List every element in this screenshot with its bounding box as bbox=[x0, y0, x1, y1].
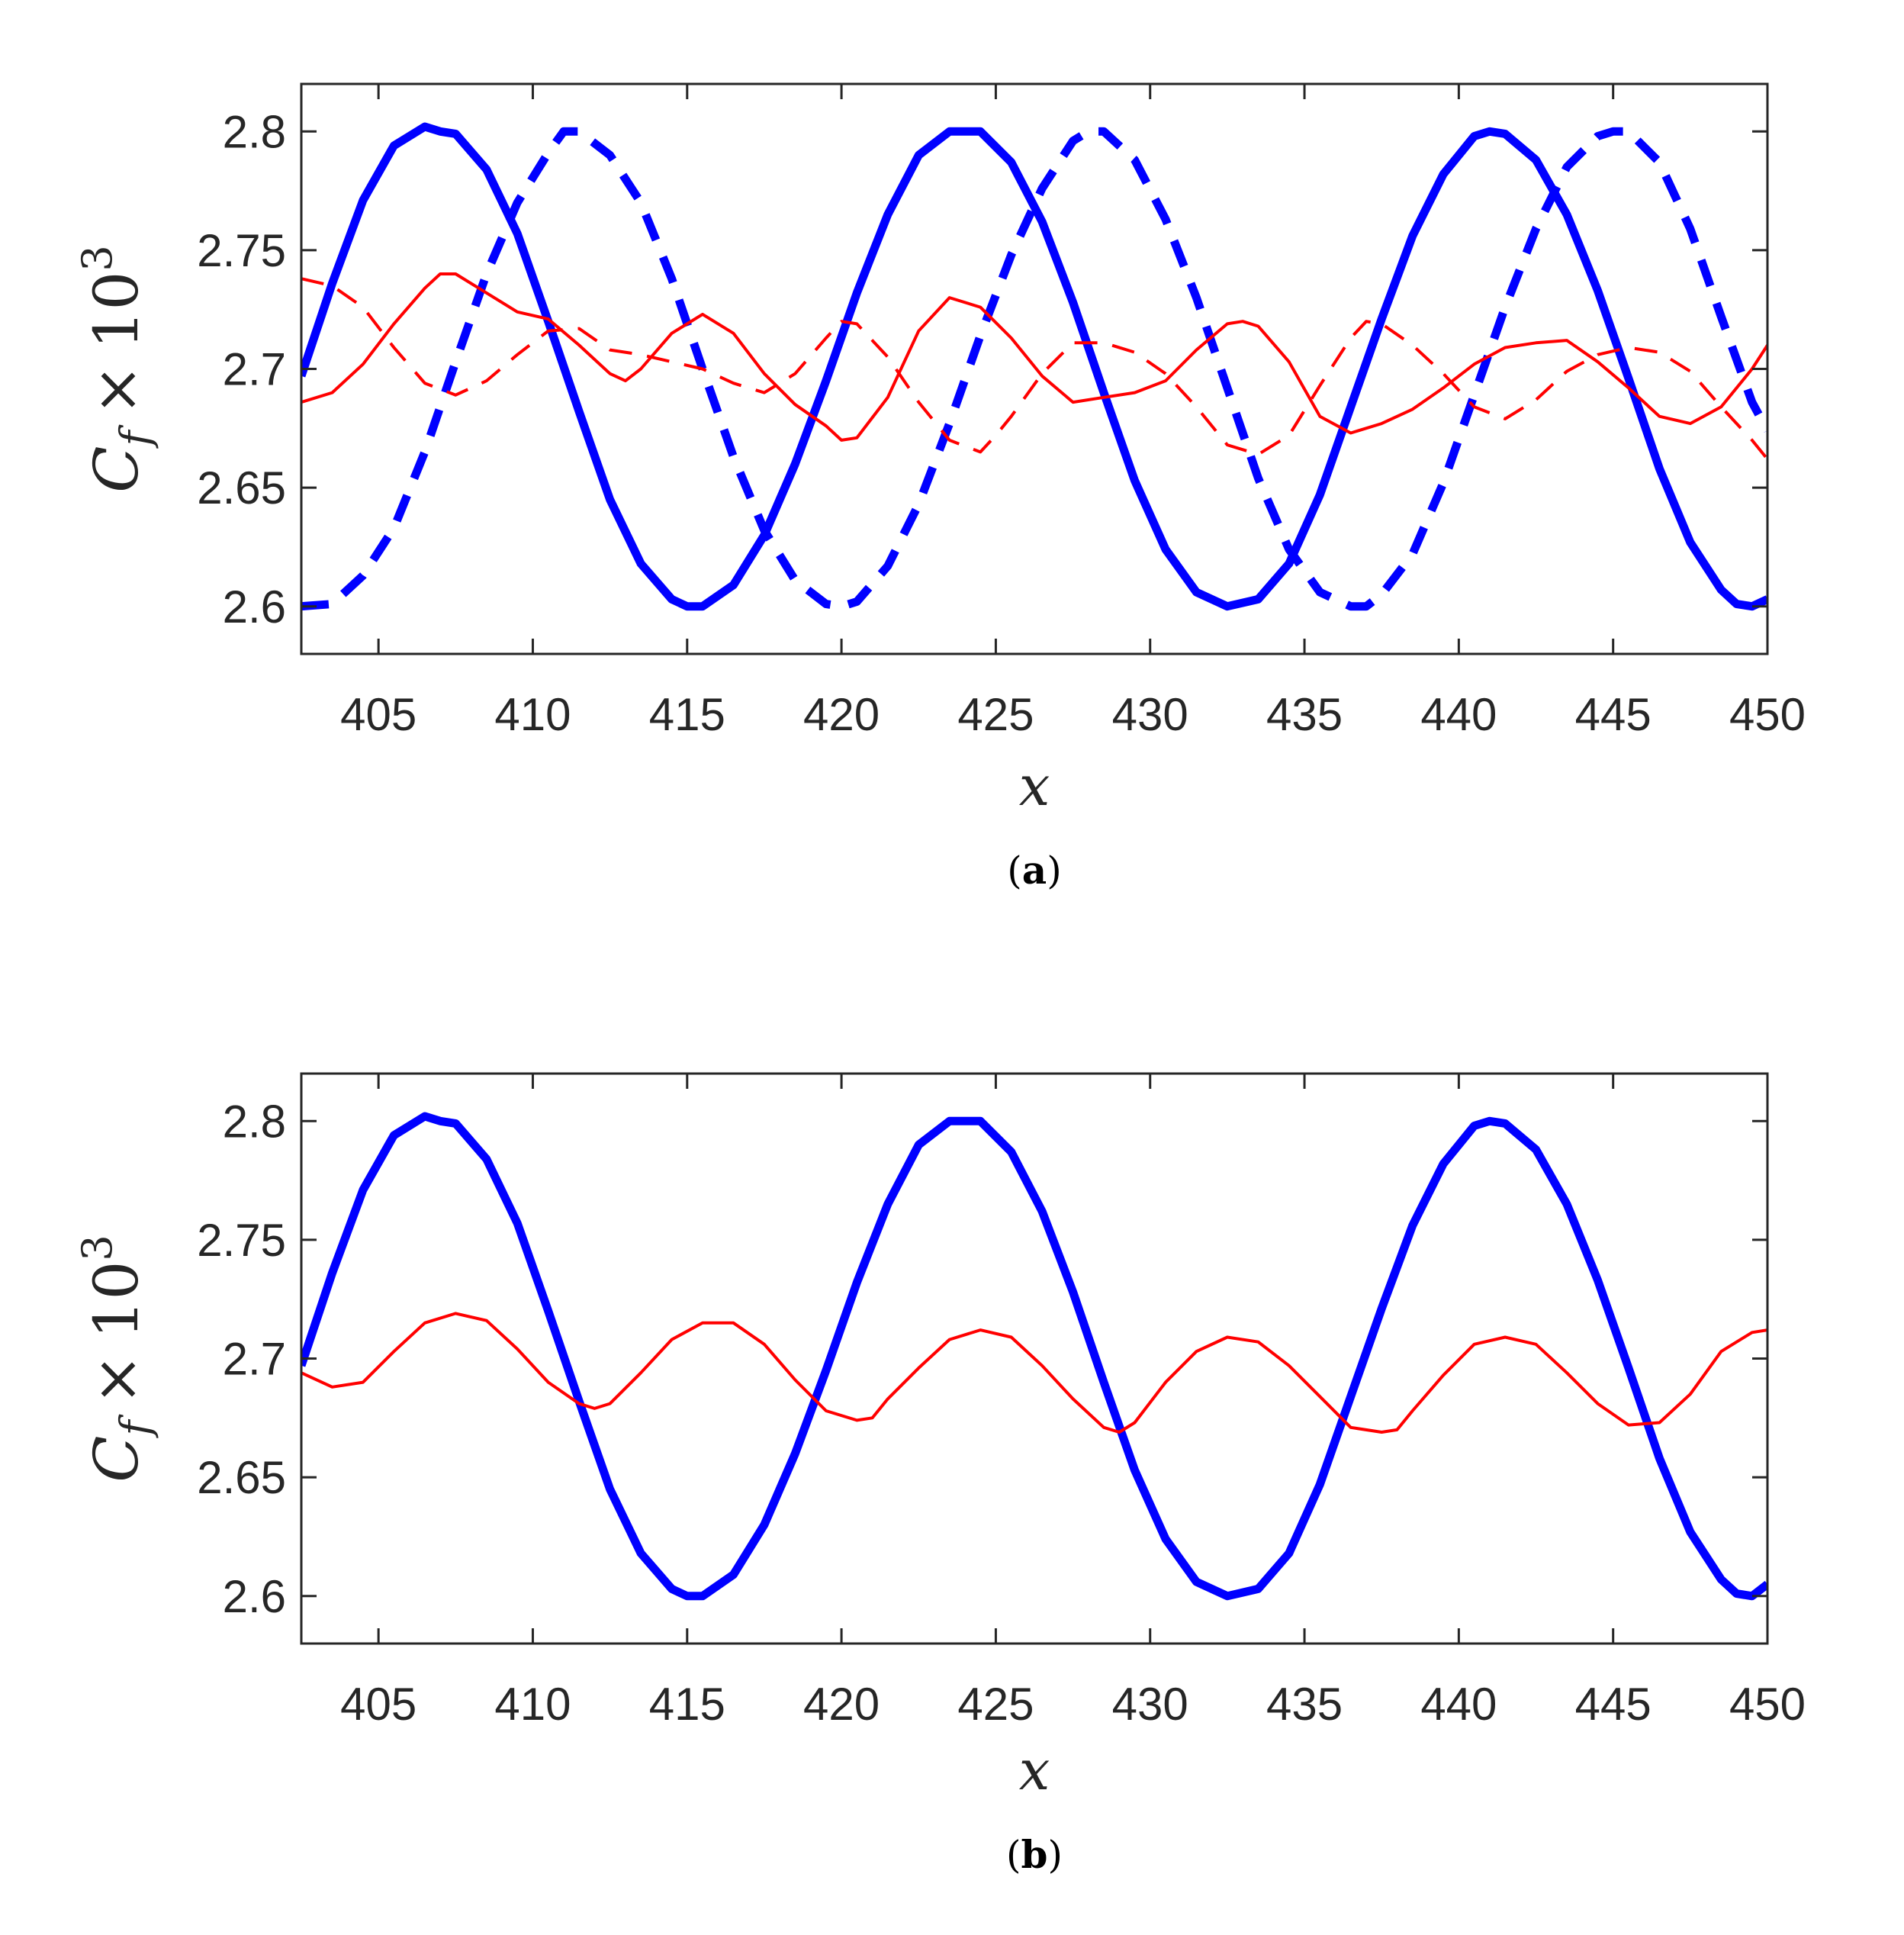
y-tick-label: 2.8 bbox=[223, 1096, 286, 1147]
x-axis-label: x bbox=[1019, 754, 1050, 818]
x-tick-label: 420 bbox=[803, 1679, 880, 1730]
x-tick-label: 450 bbox=[1729, 689, 1806, 740]
series-line-4 bbox=[301, 277, 1767, 461]
x-tick-label: 425 bbox=[957, 689, 1034, 740]
y-tick-label: 2.7 bbox=[223, 344, 286, 395]
x-tick-label: 445 bbox=[1575, 1679, 1652, 1730]
y-axis-label: Cf×103 bbox=[73, 1235, 159, 1482]
x-tick-label: 435 bbox=[1266, 1679, 1343, 1730]
x-tick-label: 425 bbox=[957, 1679, 1034, 1730]
x-tick-label: 405 bbox=[340, 689, 416, 740]
y-tick-label: 2.6 bbox=[223, 581, 286, 633]
series-line-1 bbox=[301, 122, 1767, 611]
panel-a: 405 410 415 420 425 430 435 440 445 450 2.6 2.65 2.7… bbox=[73, 82, 1806, 893]
x-tick-label: 435 bbox=[1266, 689, 1343, 740]
x-tick-label: 415 bbox=[649, 1679, 725, 1730]
series-line-1 bbox=[301, 1112, 1767, 1601]
series-group bbox=[301, 1112, 1767, 1601]
panel-caption: (a) bbox=[1007, 848, 1061, 893]
x-tick-label: 405 bbox=[340, 1679, 416, 1730]
y-tick-label: 2.65 bbox=[197, 462, 286, 514]
x-axis-label: x bbox=[1019, 1738, 1050, 1802]
x-tick-label: 410 bbox=[494, 1679, 571, 1730]
x-tick-label: 440 bbox=[1420, 1679, 1497, 1730]
series-group bbox=[301, 122, 1767, 611]
y-axis-label: Cf×103 bbox=[73, 245, 159, 492]
y-tick-label: 2.65 bbox=[197, 1452, 286, 1503]
y-tick-label: 2.7 bbox=[223, 1334, 286, 1385]
x-tick-label: 430 bbox=[1112, 1679, 1188, 1730]
y-tick-label: 2.6 bbox=[223, 1571, 286, 1622]
x-tick-label: 445 bbox=[1575, 689, 1652, 740]
series-line-2 bbox=[301, 1312, 1767, 1434]
y-tick-label: 2.75 bbox=[197, 1215, 286, 1266]
x-tick-label: 420 bbox=[803, 689, 880, 740]
panel-caption: (b) bbox=[1006, 1832, 1063, 1877]
series-line-3 bbox=[301, 272, 1767, 442]
series-line-2 bbox=[301, 127, 1767, 611]
panel-b: 405 410 415 420 425 430 435 440 445 450 2.6 2.65 2.7… bbox=[73, 1072, 1806, 1877]
x-tick-label: 410 bbox=[494, 689, 571, 740]
y-tick-label: 2.8 bbox=[223, 106, 286, 157]
x-tick-label: 430 bbox=[1112, 689, 1188, 740]
x-tick-label: 415 bbox=[649, 689, 725, 740]
x-tick-label: 450 bbox=[1729, 1679, 1806, 1730]
x-tick-label: 440 bbox=[1420, 689, 1497, 740]
y-tick-label: 2.75 bbox=[197, 225, 286, 276]
